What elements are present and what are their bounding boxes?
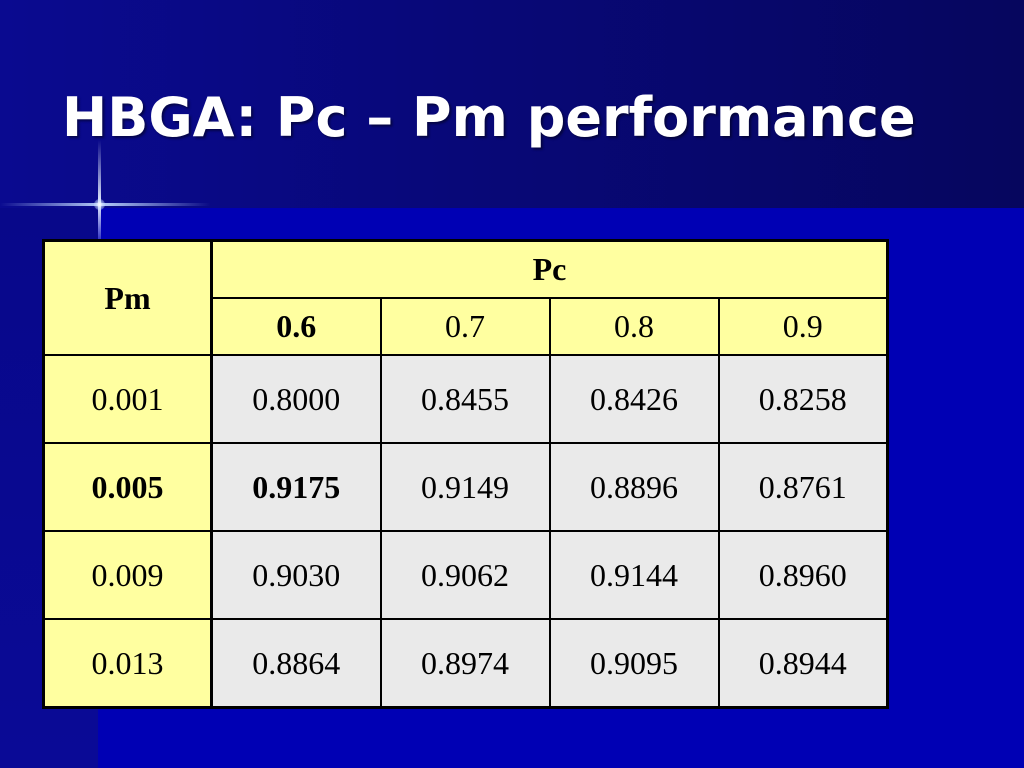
table-cell: 0.8426 <box>548 354 720 444</box>
table-cell: 0.8896 <box>548 442 720 532</box>
table-cell: 0.8864 <box>210 618 382 709</box>
table-cell-best: 0.9175 <box>210 442 382 532</box>
column-header: 0.6 <box>210 297 382 356</box>
table-row: 0.001 0.8000 0.8455 0.8426 0.8258 <box>42 354 889 444</box>
table-cell: 0.9095 <box>548 618 720 709</box>
table-row: 0.009 0.9030 0.9062 0.9144 0.8960 <box>42 530 889 620</box>
table-cell: 0.8000 <box>210 354 382 444</box>
column-group-header-pc: Pc <box>210 239 889 299</box>
sparkle-icon <box>94 199 105 210</box>
table-header-row: Pm Pc <box>42 239 889 356</box>
table-cell: 0.9030 <box>210 530 382 620</box>
row-label: 0.001 <box>42 354 213 444</box>
table-subheader-row: 0.6 0.7 0.8 0.9 <box>44 297 889 356</box>
sparkle-vertical-ray <box>98 140 101 250</box>
table-cell: 0.8944 <box>717 618 889 709</box>
row-label: 0.009 <box>42 530 213 620</box>
table-cell: 0.9062 <box>379 530 551 620</box>
column-header: 0.9 <box>717 297 889 356</box>
slide-title: HBGA: Pc – Pm performance <box>62 86 916 149</box>
row-label: 0.005 <box>42 442 213 532</box>
table-cell: 0.8258 <box>717 354 889 444</box>
table-cell: 0.9149 <box>379 442 551 532</box>
table-cell: 0.8455 <box>379 354 551 444</box>
table-cell: 0.8761 <box>717 442 889 532</box>
performance-table: Pm Pc 0.6 0.7 0.8 0.9 0.001 0.8000 0.845… <box>42 239 889 709</box>
column-header: 0.7 <box>379 297 551 356</box>
row-label: 0.013 <box>42 618 213 709</box>
sparkle-horizontal-ray <box>0 203 210 206</box>
column-header: 0.8 <box>548 297 720 356</box>
table-cell: 0.9144 <box>548 530 720 620</box>
table-cell: 0.8960 <box>717 530 889 620</box>
table-cell: 0.8974 <box>379 618 551 709</box>
table-row: 0.013 0.8864 0.8974 0.9095 0.8944 <box>42 618 889 709</box>
table-row: 0.005 0.9175 0.9149 0.8896 0.8761 <box>42 442 889 532</box>
slide-header-background <box>0 0 1024 208</box>
row-header-pm: Pm <box>42 239 213 356</box>
